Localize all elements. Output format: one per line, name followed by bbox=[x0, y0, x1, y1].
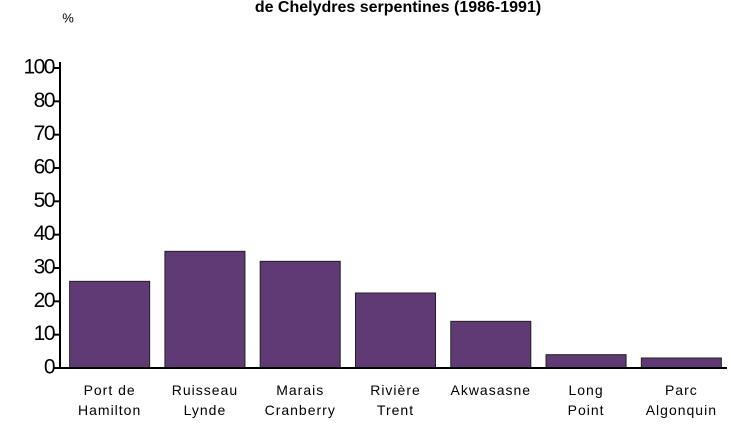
bar bbox=[545, 354, 627, 369]
x-tick-label: Long Point bbox=[568, 382, 605, 418]
chart-title: de Chelydres serpentines (1986-1991) bbox=[255, 0, 541, 16]
y-tick-label: 10 bbox=[34, 322, 55, 345]
bar bbox=[450, 320, 532, 369]
x-tick-label-line: Point bbox=[568, 402, 605, 418]
x-tick-label-line: Rivière bbox=[370, 382, 421, 398]
x-tick-label: Marais Cranberry bbox=[265, 382, 336, 418]
y-tick-label: 50 bbox=[34, 189, 55, 212]
y-tick-label: 30 bbox=[34, 256, 55, 279]
x-tick-label-line: Hamilton bbox=[78, 402, 141, 418]
bar bbox=[69, 280, 151, 369]
x-tick-label-line: Algonquin bbox=[646, 402, 717, 418]
x-tick-label-line: Trent bbox=[377, 402, 414, 418]
x-tick-label-line: Marais bbox=[276, 382, 324, 398]
x-tick-label-line: Cranberry bbox=[265, 402, 336, 418]
x-tick-label-line: Ruisseau bbox=[172, 382, 238, 398]
bar bbox=[259, 260, 341, 369]
bar bbox=[640, 357, 722, 369]
x-tick-label-line: Long bbox=[568, 382, 603, 398]
x-tick-label: Parc Algonquin bbox=[646, 382, 717, 418]
y-tick-label: 70 bbox=[34, 122, 55, 145]
y-tick-label: 40 bbox=[34, 222, 55, 245]
x-tick-label-line: Akwasasne bbox=[450, 382, 531, 398]
bar bbox=[164, 250, 246, 369]
x-tick-label-line: Parc bbox=[665, 382, 698, 398]
x-tick-label-line: Port de bbox=[84, 382, 136, 398]
y-tick-label: 60 bbox=[34, 156, 55, 179]
x-tick-label-line: Lynde bbox=[184, 402, 227, 418]
bar bbox=[354, 292, 437, 369]
x-tick-label: Ruisseau Lynde bbox=[172, 382, 238, 418]
y-axis-label: % bbox=[62, 10, 74, 25]
y-tick-label: 0 bbox=[44, 356, 55, 379]
y-tick-label: 100 bbox=[23, 56, 54, 79]
y-tick-label: 20 bbox=[34, 289, 55, 312]
x-tick-label: Port de Hamilton bbox=[78, 382, 141, 418]
y-tick-label: 80 bbox=[34, 89, 55, 112]
x-tick-label: Rivière Trent bbox=[370, 382, 421, 418]
x-tick-label: Akwasasne bbox=[450, 382, 531, 398]
